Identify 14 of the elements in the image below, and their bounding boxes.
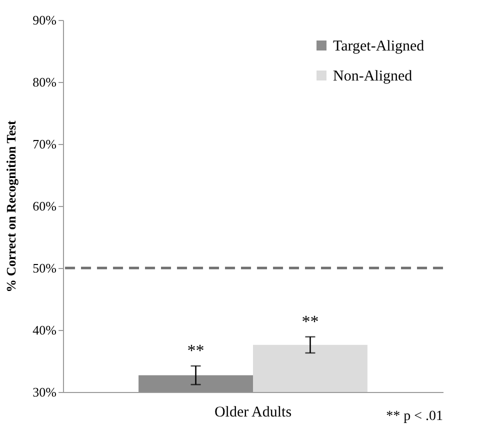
- text: ** p < .01: [386, 409, 443, 424]
- y-tick-label: 70%: [32, 136, 57, 152]
- y-axis-title: % Correct on Recognition Test: [4, 120, 19, 292]
- y-tick-label: 30%: [32, 384, 57, 400]
- y-tick-label: 50%: [32, 260, 57, 276]
- legend-label: Non-Aligned: [333, 68, 413, 84]
- annotation: **: [302, 312, 319, 331]
- annotation: **: [187, 340, 204, 360]
- y-tick-label: 90%: [32, 12, 57, 28]
- y-tick-label: 80%: [32, 74, 57, 90]
- legend-label: Target-Aligned: [333, 38, 425, 54]
- x-tick-label: Older Adults: [214, 404, 292, 420]
- y-tick-label: 40%: [32, 322, 57, 338]
- y-tick-label: 60%: [32, 198, 57, 214]
